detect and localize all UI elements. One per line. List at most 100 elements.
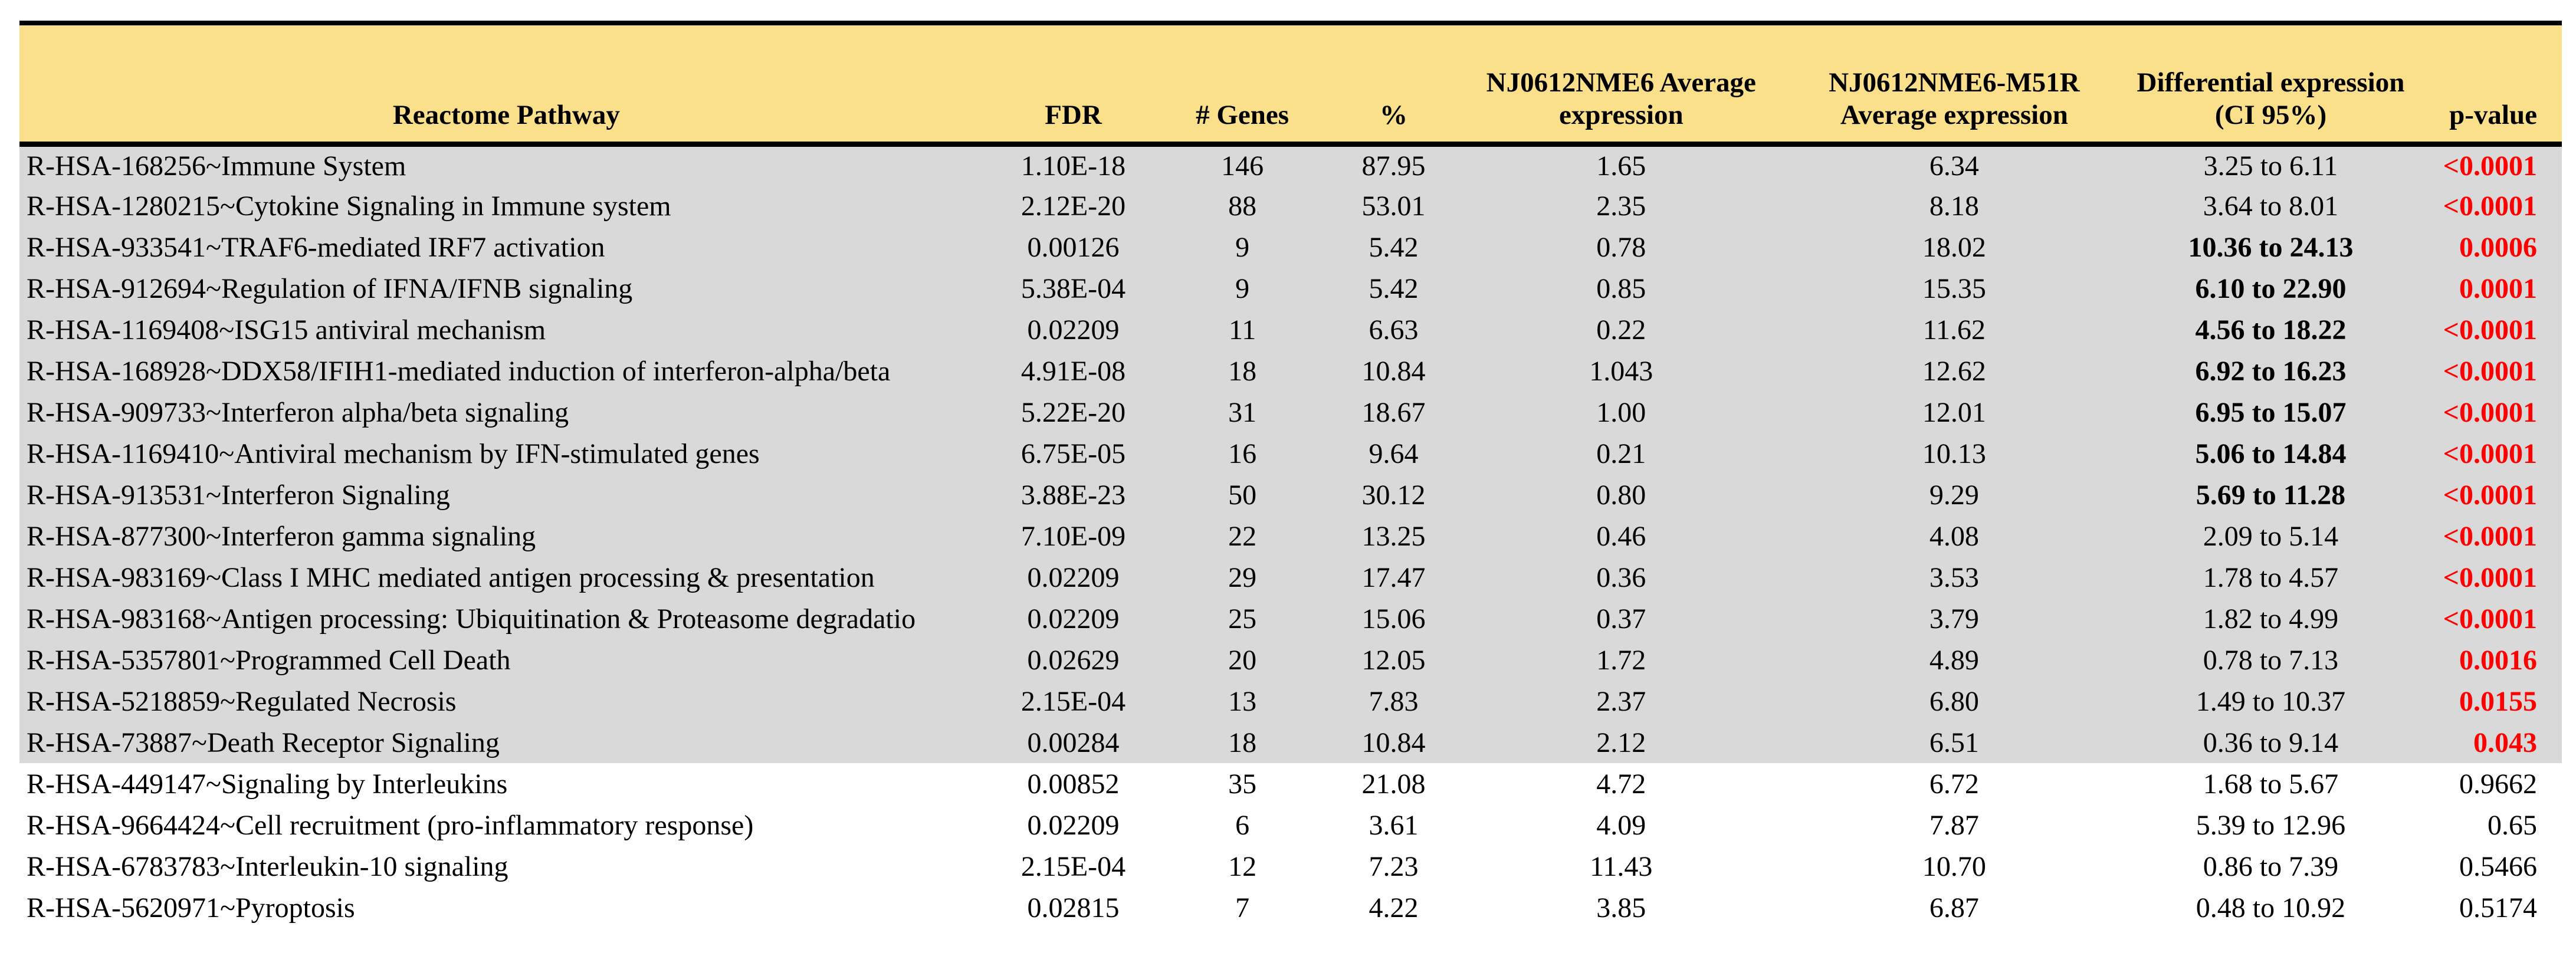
- cell-pathway: R-HSA-168256~Immune System: [19, 144, 993, 185]
- cell-pathway: R-HSA-9664424~Cell recruitment (pro-infl…: [27, 809, 754, 841]
- column-header-nme6: NJ0612NME6 Average expression: [1456, 23, 1787, 147]
- reactome-pathway-table: Reactome Pathway FDR # Genes% NJ0612NME6 Av…: [19, 21, 2562, 928]
- cell-genes: 29: [1153, 557, 1331, 598]
- cell-nme6: 0.80: [1456, 474, 1787, 515]
- cell-pathway: R-HSA-983168~Antigen processing: Ubiquit…: [19, 598, 993, 639]
- cell-fdr: 5.22E-20: [993, 392, 1154, 433]
- cell-pathway: R-HSA-913531~Interferon Signaling: [19, 474, 993, 515]
- cell-p: 0.5466: [2459, 850, 2537, 882]
- cell-nme6: 1.72: [1456, 639, 1787, 681]
- cell-m51r: 4.08: [1786, 515, 2122, 557]
- cell-p: <0.0001: [2419, 309, 2562, 350]
- cell-fdr: 0.00284: [993, 722, 1154, 763]
- table-row: R-HSA-1169410~Antiviral mechanism by IFN…: [19, 433, 2562, 474]
- cell-p: 0.65: [2488, 809, 2537, 841]
- cell-genes: 31: [1153, 392, 1331, 433]
- cell-fdr: 4.91E-08: [993, 350, 1154, 392]
- cell-ci: 1.78 to 4.57: [2122, 557, 2420, 598]
- cell-genes: 20: [1153, 639, 1331, 681]
- cell-pct: 10.84: [1331, 350, 1456, 392]
- cell-pct: 3.61: [1369, 809, 1419, 841]
- cell-pathway: R-HSA-73887~Death Receptor Signaling: [19, 722, 993, 763]
- cell-ci: 0.86 to 7.39: [2203, 850, 2339, 882]
- cell-genes: 18: [1153, 722, 1331, 763]
- cell-pathway: R-HSA-877300~Interferon gamma signaling: [19, 515, 993, 557]
- cell-m51r: 10.70: [1922, 850, 1986, 882]
- cell-genes: 18: [1153, 350, 1331, 392]
- cell-fdr: 7.10E-09: [993, 515, 1154, 557]
- cell-pathway: R-HSA-5218859~Regulated Necrosis: [19, 681, 993, 722]
- cell-p: 0.9662: [2459, 768, 2537, 800]
- cell-ci: 2.09 to 5.14: [2122, 515, 2420, 557]
- cell-genes: 25: [1153, 598, 1331, 639]
- cell-fdr: 0.02209: [993, 598, 1154, 639]
- cell-nme6: 2.35: [1456, 185, 1787, 226]
- cell-pathway: R-HSA-909733~Interferon alpha/beta signa…: [19, 392, 993, 433]
- cell-genes: 9: [1153, 268, 1331, 309]
- cell-pct: 21.08: [1361, 768, 1426, 800]
- cell-m51r: 10.13: [1786, 433, 2122, 474]
- table-row: R-HSA-1280215~Cytokine Signaling in Immu…: [19, 185, 2562, 226]
- cell-fdr: 2.15E-04: [1020, 850, 1126, 882]
- cell-pathway: R-HSA-1169408~ISG15 antiviral mechanism: [19, 309, 993, 350]
- cell-genes: 22: [1153, 515, 1331, 557]
- cell-genes: 146: [1153, 144, 1331, 185]
- cell-p: <0.0001: [2419, 474, 2562, 515]
- table-row: R-HSA-909733~Interferon alpha/beta signa…: [19, 392, 2562, 433]
- cell-p: 0.0155: [2419, 681, 2562, 722]
- cell-m51r: 4.89: [1786, 639, 2122, 681]
- cell-nme6: 4.72: [1596, 768, 1646, 800]
- table-row: R-HSA-912694~Regulation of IFNA/IFNB sig…: [19, 268, 2562, 309]
- cell-nme6: 0.37: [1456, 598, 1787, 639]
- cell-ci: 1.82 to 4.99: [2122, 598, 2420, 639]
- cell-pathway: R-HSA-6783783~Interleukin-10 signaling: [27, 850, 508, 882]
- cell-fdr: 3.88E-23: [993, 474, 1154, 515]
- cell-genes: 9: [1153, 226, 1331, 268]
- column-header-ci: Differential expression (CI 95%): [2122, 23, 2420, 147]
- cell-nme6: 0.36: [1456, 557, 1787, 598]
- cell-fdr: 6.75E-05: [993, 433, 1154, 474]
- cell-m51r: 6.51: [1786, 722, 2122, 763]
- table-row: R-HSA-933541~TRAF6-mediated IRF7 activat…: [19, 226, 2562, 268]
- table-row: R-HSA-168928~DDX58/IFIH1-mediated induct…: [19, 350, 2562, 392]
- cell-ci: 6.95 to 15.07: [2122, 392, 2420, 433]
- cell-pathway: R-HSA-449147~Signaling by Interleukins: [27, 768, 508, 800]
- cell-m51r: 18.02: [1786, 226, 2122, 268]
- cell-p: 0.0001: [2419, 268, 2562, 309]
- cell-ci: 0.48 to 10.92: [2196, 892, 2346, 924]
- cell-ci: 1.68 to 5.67: [2203, 768, 2339, 800]
- cell-nme6: 0.21: [1456, 433, 1787, 474]
- cell-nme6: 3.85: [1596, 892, 1646, 924]
- cell-pct: 5.42: [1331, 268, 1456, 309]
- cell-nme6: 2.12: [1456, 722, 1787, 763]
- cell-p: <0.0001: [2419, 598, 2562, 639]
- column-header-fdr: FDR: [993, 23, 1154, 147]
- cell-p: 0.0006: [2419, 226, 2562, 268]
- cell-genes: 16: [1153, 433, 1331, 474]
- cell-m51r: 6.87: [1929, 892, 1979, 924]
- cell-pct: 12.05: [1331, 639, 1456, 681]
- cell-m51r: 12.62: [1786, 350, 2122, 392]
- table-row: R-HSA-6783783~Interleukin-10 signaling 2.…: [19, 846, 2562, 887]
- cell-fdr: 0.00852: [1027, 768, 1120, 800]
- column-header-p: p-value: [2419, 23, 2562, 147]
- cell-pct: 7.23: [1369, 850, 1419, 882]
- cell-fdr: 0.02209: [993, 309, 1154, 350]
- table-row: R-HSA-913531~Interferon Signaling 3.88E-2…: [19, 474, 2562, 515]
- cell-pathway: R-HSA-1280215~Cytokine Signaling in Immu…: [19, 185, 993, 226]
- cell-nme6: 0.78: [1456, 226, 1787, 268]
- cell-pct: 6.63: [1331, 309, 1456, 350]
- cell-fdr: 2.12E-20: [993, 185, 1154, 226]
- cell-m51r: 11.62: [1786, 309, 2122, 350]
- column-header-pathway: Reactome Pathway: [19, 23, 993, 147]
- column-header-m51r: NJ0612NME6-M51R Average expression: [1786, 23, 2122, 147]
- column-header-genes: # Genes: [1153, 23, 1331, 147]
- cell-pct: 15.06: [1331, 598, 1456, 639]
- cell-m51r: 12.01: [1786, 392, 2122, 433]
- cell-pct: 13.25: [1331, 515, 1456, 557]
- cell-pathway: R-HSA-5357801~Programmed Cell Death: [19, 639, 993, 681]
- cell-p: <0.0001: [2419, 515, 2562, 557]
- cell-nme6: 2.37: [1456, 681, 1787, 722]
- cell-pct: 4.22: [1369, 892, 1419, 924]
- cell-ci: 0.78 to 7.13: [2122, 639, 2420, 681]
